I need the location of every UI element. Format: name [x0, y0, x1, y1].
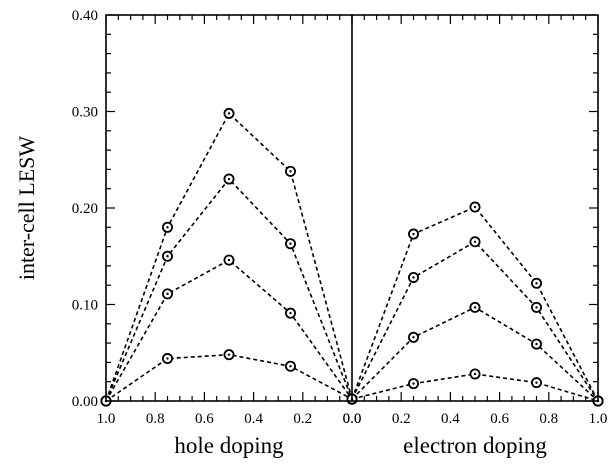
series-line	[105, 259, 353, 402]
y-tick-label: 0.30	[72, 105, 98, 121]
y-tick-label: 0.40	[72, 8, 98, 24]
series-line	[105, 353, 353, 402]
data-point-center	[535, 282, 538, 285]
x-tick-label: 0.4	[441, 411, 460, 427]
data-point-center	[227, 258, 231, 262]
data-point-center	[535, 342, 538, 346]
x-tick-label: 1.0	[589, 411, 608, 427]
data-point-center	[535, 306, 538, 309]
data-point-center	[473, 240, 477, 243]
data-point-center	[289, 311, 292, 315]
x-tick-label: 0.8	[146, 411, 165, 427]
series-line	[351, 206, 599, 402]
y-tick-label: 0.20	[72, 201, 98, 217]
data-point-center	[289, 242, 292, 245]
data-point-center	[289, 365, 292, 368]
data-point-center	[412, 382, 415, 385]
data-point-center	[166, 255, 169, 258]
data-point-center	[412, 276, 415, 279]
data-point-center	[227, 353, 231, 356]
data-point-center	[535, 381, 538, 384]
y-axis-label: inter-cell LESW	[14, 136, 39, 281]
x-tick-label: 0.8	[539, 411, 558, 427]
x-tick-label: 0.0	[343, 411, 362, 427]
tick-labels-layer: 0.00 0.10 0.20 0.30 0.40 1.0 0.8 0.6 0.4 0.2 0.0 0.…	[72, 8, 608, 427]
data-point-center	[289, 170, 292, 173]
x-tick-label: 0.2	[392, 411, 411, 427]
series-line	[105, 177, 353, 402]
x-tick-label: 0.6	[195, 411, 214, 427]
data-point-center	[473, 205, 477, 209]
x-tick-label: 0.0	[343, 411, 362, 427]
data-point-center	[227, 177, 231, 181]
x-tick-label: 0.4	[244, 411, 263, 427]
series-line	[351, 373, 599, 402]
data-point-center	[412, 232, 415, 236]
series-line	[105, 112, 353, 402]
x-axis-label-electron: electron doping	[403, 433, 547, 458]
x-axis-label-hole: hole doping	[174, 433, 284, 458]
data-point-center	[473, 372, 477, 376]
x-tick-label: 0.2	[293, 411, 312, 427]
data-point-center	[166, 357, 169, 360]
data-point-center	[227, 112, 231, 115]
data-point-center	[166, 292, 169, 296]
data-point-center	[412, 336, 415, 339]
series-line	[351, 306, 599, 402]
data-point-center	[473, 306, 477, 309]
x-tick-label: 1.0	[97, 411, 116, 427]
data-point-center	[166, 226, 169, 229]
x-tick-label: 0.6	[490, 411, 509, 427]
y-tick-label: 0.00	[72, 394, 98, 410]
y-tick-label: 0.10	[72, 298, 98, 314]
